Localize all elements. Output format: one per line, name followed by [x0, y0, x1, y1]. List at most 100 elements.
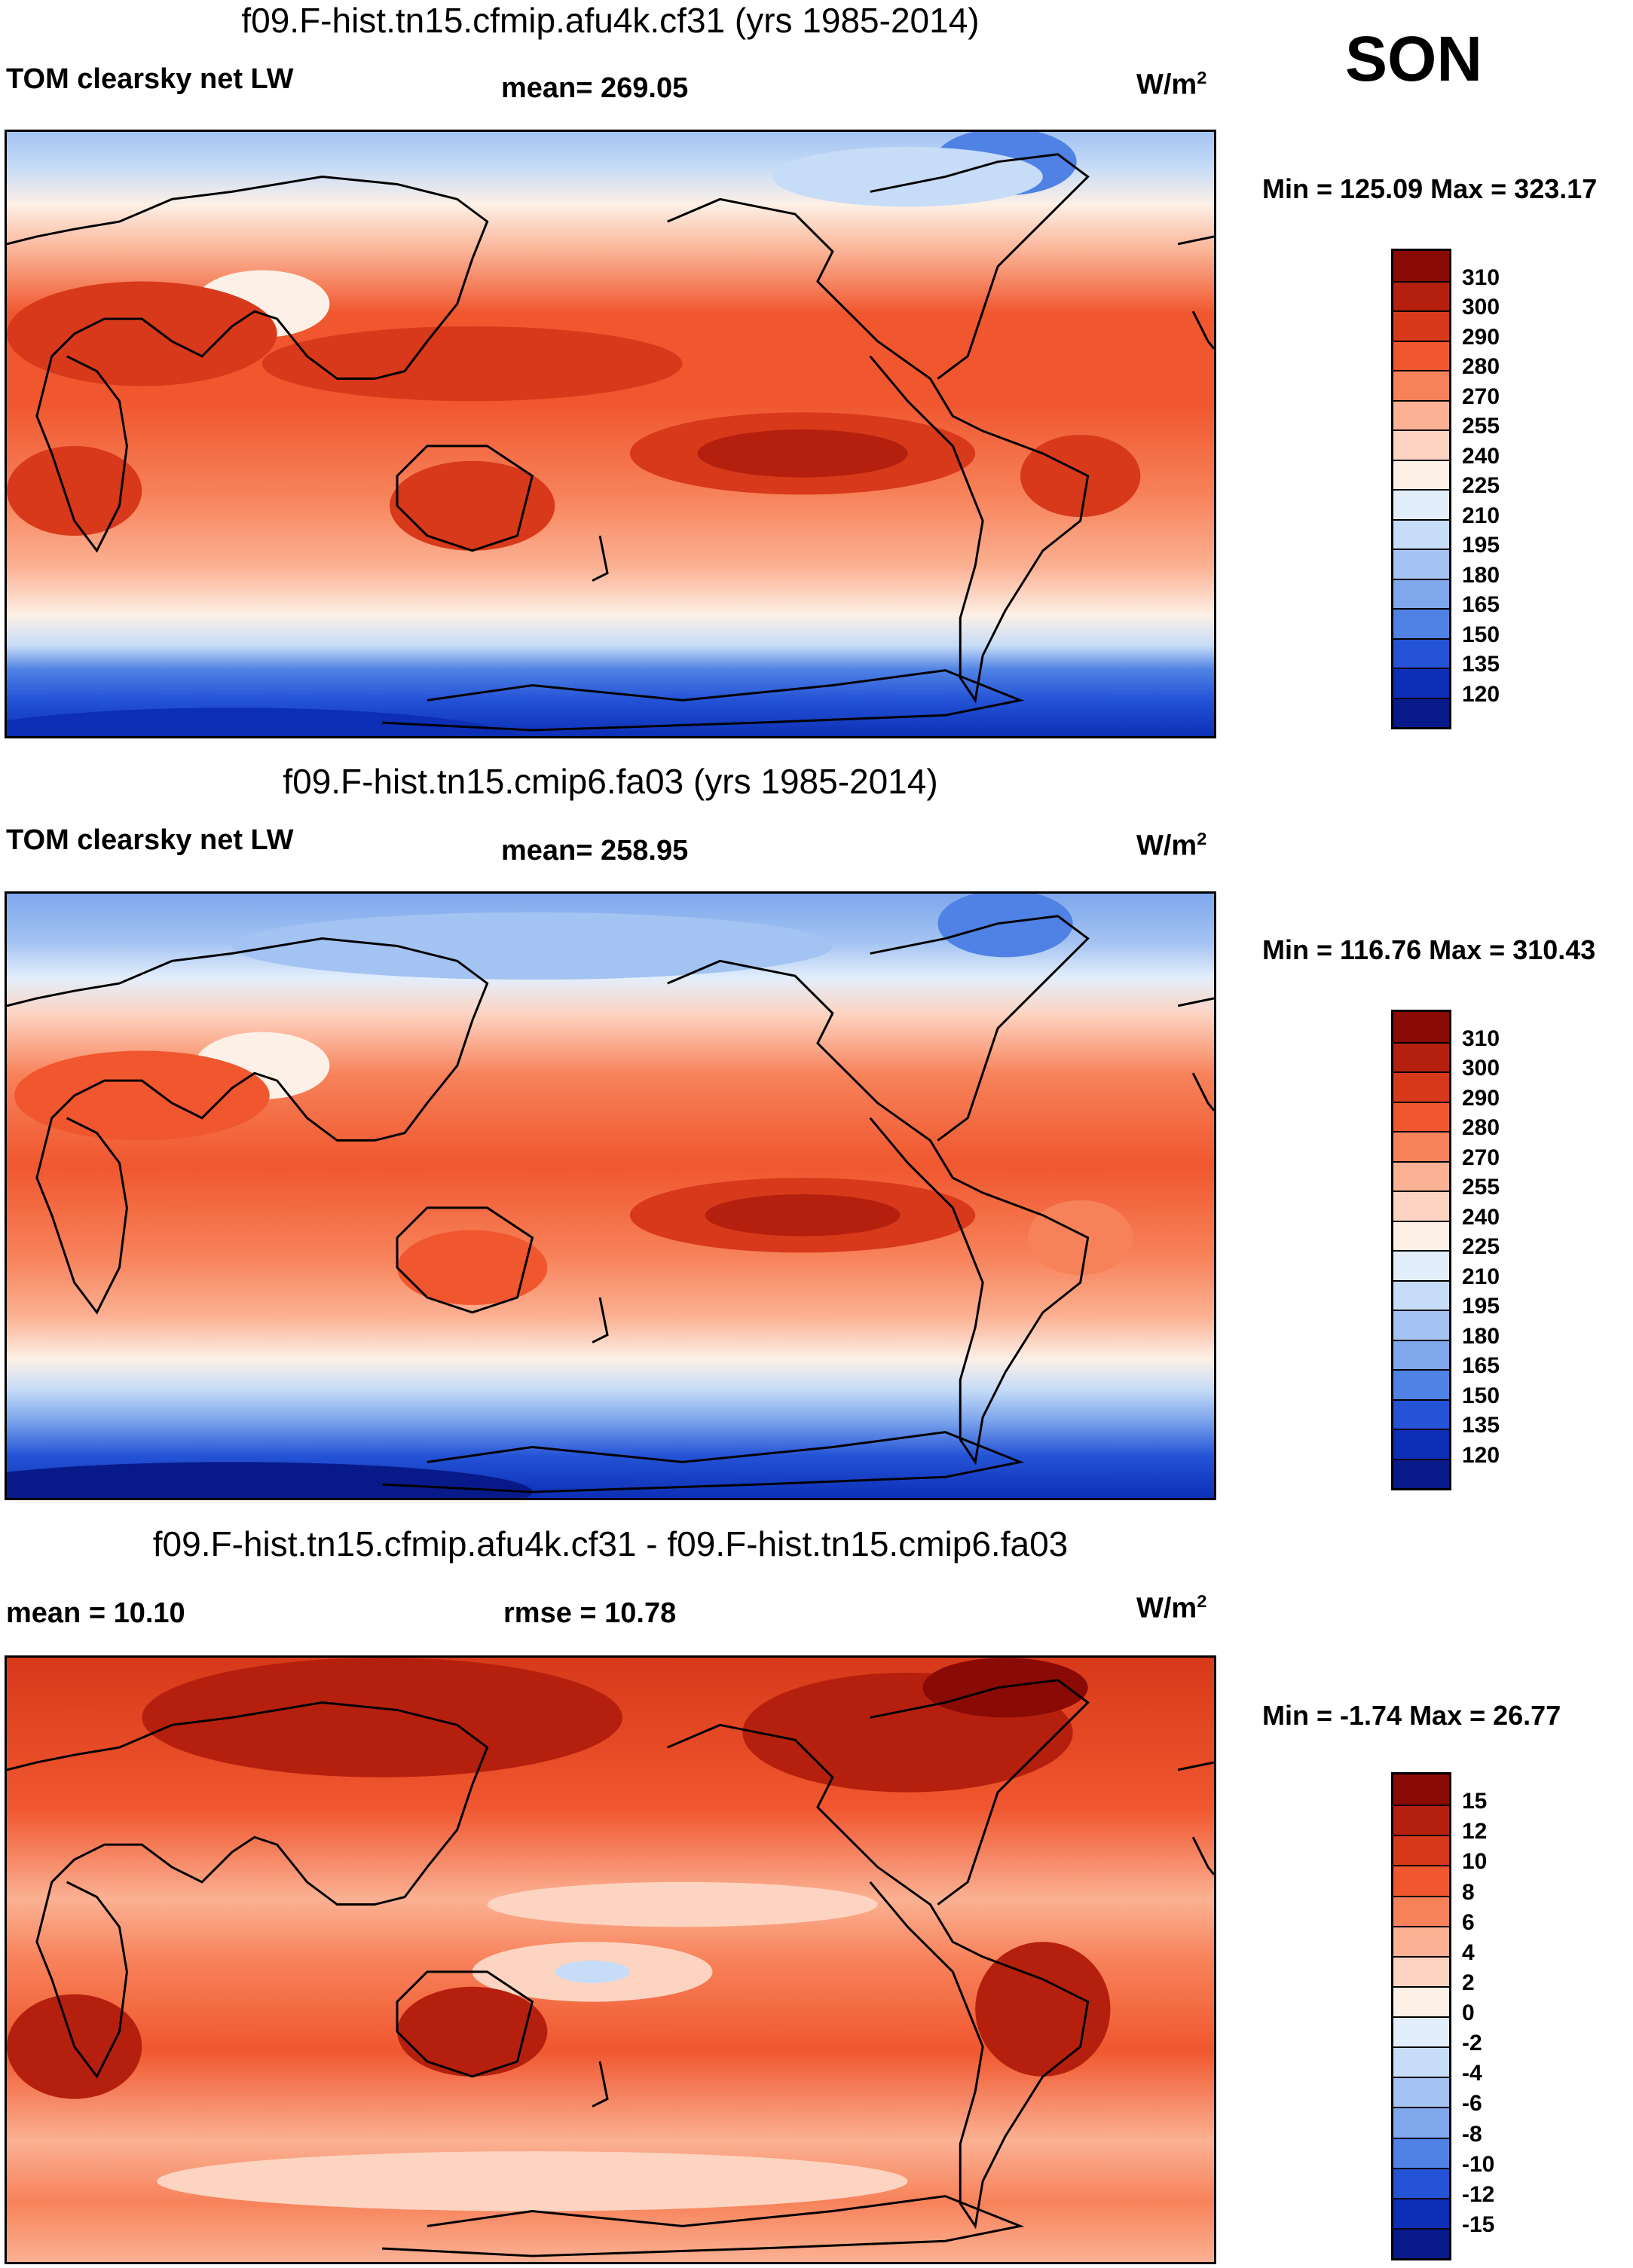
colorbar-tick-label: 4 [1462, 1939, 1475, 1965]
panel-3-coastlines [7, 1679, 1214, 2257]
colorbar-swatch [1393, 280, 1449, 310]
panel-2-minmax: Min = 116.76 Max = 310.43 [1262, 934, 1596, 965]
colorbar-tick-label: 300 [1462, 295, 1500, 319]
colorbar-swatch [1393, 2016, 1449, 2047]
colorbar-tick-label: 225 [1462, 1234, 1500, 1259]
colorbar-swatch [1393, 1985, 1449, 2016]
colorbar-tick-label: 210 [1462, 503, 1500, 528]
panel-1-coastlines [7, 153, 1214, 732]
panel-3-colorbar [1391, 1772, 1451, 2260]
colorbar-tick-label: 310 [1462, 1025, 1500, 1051]
colorbar-tick-label: 290 [1462, 1085, 1500, 1111]
colorbar-swatch [1393, 518, 1449, 549]
colorbar-tick-label: 290 [1462, 324, 1500, 350]
colorbar-tick-label: 280 [1462, 1115, 1500, 1140]
colorbar-tick-label: -15 [1462, 2211, 1495, 2237]
colorbar-tick-label: 240 [1462, 1204, 1500, 1230]
colorbar-tick-label: 240 [1462, 443, 1500, 469]
colorbar-swatch [1393, 2046, 1449, 2077]
colorbar-swatch [1393, 1774, 1449, 1805]
colorbar-swatch [1393, 1429, 1449, 1459]
panel-1-arctic-cool [772, 146, 1043, 207]
colorbar-swatch [1393, 1101, 1449, 1131]
colorbar-swatch [1393, 340, 1449, 370]
colorbar-swatch [1393, 429, 1449, 460]
colorbar-swatch [1393, 578, 1449, 608]
panel-1-brazil-warm [1020, 434, 1141, 518]
colorbar-swatch [1393, 399, 1449, 429]
colorbar-tick-label: 270 [1462, 1145, 1500, 1170]
panel-1-australia-warm [390, 460, 555, 551]
colorbar-tick-label: 180 [1462, 1323, 1500, 1349]
panel-2-background-field [7, 894, 1214, 1498]
colorbar-swatch [1393, 668, 1449, 698]
panel-2-variable-label: TOM clearsky net LW [6, 824, 294, 856]
panel-1-subtropical-pacific-core [697, 429, 908, 478]
panel-3-colorbar-ticks: 15 12 10 8 6 4 2 0 -2 -4 -6 -8 -10 -12 -15 [1462, 1772, 1552, 2260]
colorbar-swatch [1393, 1250, 1449, 1280]
colorbar-swatch [1393, 459, 1449, 489]
panel-2-antarctic-cold [7, 1462, 533, 1498]
colorbar-tick-label: 255 [1462, 414, 1500, 439]
panel-3-mean-label: mean = 10.10 [6, 1597, 185, 1629]
colorbar-swatch [1393, 310, 1449, 341]
colorbar-tick-label: 255 [1462, 1175, 1500, 1200]
colorbar-tick-label: 310 [1462, 264, 1500, 290]
panel-2-units: W/m2 [1136, 829, 1207, 862]
colorbar-swatch [1393, 2167, 1449, 2198]
colorbar-swatch [1393, 1955, 1449, 1986]
panel-3-pacific-negative [555, 1960, 630, 1983]
colorbar-tick-label: 225 [1462, 473, 1500, 498]
panel-2-colorbar [1391, 1010, 1451, 1490]
panel-3-map-field [7, 1658, 1214, 2262]
colorbar-tick-label: -10 [1462, 2151, 1495, 2177]
panel-1-units: W/m2 [1136, 68, 1207, 101]
colorbar-tick-label: 120 [1462, 1442, 1500, 1468]
colorbar-swatch [1393, 1220, 1449, 1250]
panel-2-coastlines [7, 915, 1214, 1493]
colorbar-tick-label: -2 [1462, 2031, 1482, 2056]
panel-3-units: W/m2 [1136, 1591, 1207, 1625]
panel-1-south-africa-warm [7, 445, 142, 536]
colorbar-swatch [1393, 1835, 1449, 1866]
panel-2-title: f09.F-hist.tn15.cmip6.fa03 (yrs 1985-201… [283, 762, 938, 801]
colorbar-tick-label: -6 [1462, 2091, 1482, 2117]
colorbar-swatch [1393, 549, 1449, 579]
colorbar-tick-label: 300 [1462, 1056, 1500, 1081]
colorbar-swatch [1393, 489, 1449, 519]
colorbar-tick-label: 135 [1462, 1413, 1500, 1438]
colorbar-swatch [1393, 2107, 1449, 2138]
panel-1-north-pacific-band [261, 326, 683, 402]
colorbar-swatch [1393, 2227, 1449, 2258]
panel-2-siberia-cool [231, 912, 833, 980]
panel-1-variable-label: TOM clearsky net LW [6, 63, 294, 95]
colorbar-swatch [1393, 1279, 1449, 1310]
panel-3-australia-warm [397, 1986, 548, 2077]
panel-2-colorbar-ticks: 310 300 290 280 270 255 240 225 210 195 180 165 150 1… [1462, 1010, 1552, 1490]
colorbar-tick-label: 280 [1462, 354, 1500, 379]
colorbar-tick-label: -8 [1462, 2121, 1482, 2147]
colorbar-tick-label: 15 [1462, 1789, 1488, 1814]
panel-2-australia-warm [397, 1230, 548, 1305]
colorbar-tick-label: 0 [1462, 2001, 1475, 2025]
colorbar-swatch [1393, 1310, 1449, 1340]
colorbar-swatch [1393, 1131, 1449, 1161]
colorbar-swatch [1393, 1339, 1449, 1369]
season-label: SON [1345, 23, 1483, 94]
colorbar-swatch [1393, 1805, 1449, 1835]
panel-1-antarctic-cold [7, 708, 524, 736]
colorbar-tick-label: -4 [1462, 2061, 1482, 2086]
colorbar-swatch [1393, 1865, 1449, 1896]
colorbar-swatch [1393, 1895, 1449, 1926]
colorbar-swatch [1393, 2137, 1449, 2168]
colorbar-swatch [1393, 1160, 1449, 1191]
colorbar-swatch [1393, 608, 1449, 638]
colorbar-swatch [1393, 1012, 1449, 1042]
panel-3-minmax: Min = -1.74 Max = 26.77 [1262, 1700, 1561, 1731]
colorbar-swatch [1393, 1458, 1449, 1488]
colorbar-swatch [1393, 2077, 1449, 2108]
colorbar-tick-label: -12 [1462, 2181, 1495, 2207]
panel-3-south-america-warm [975, 1942, 1111, 2077]
colorbar-swatch [1393, 1041, 1449, 1071]
colorbar-swatch [1393, 1071, 1449, 1102]
